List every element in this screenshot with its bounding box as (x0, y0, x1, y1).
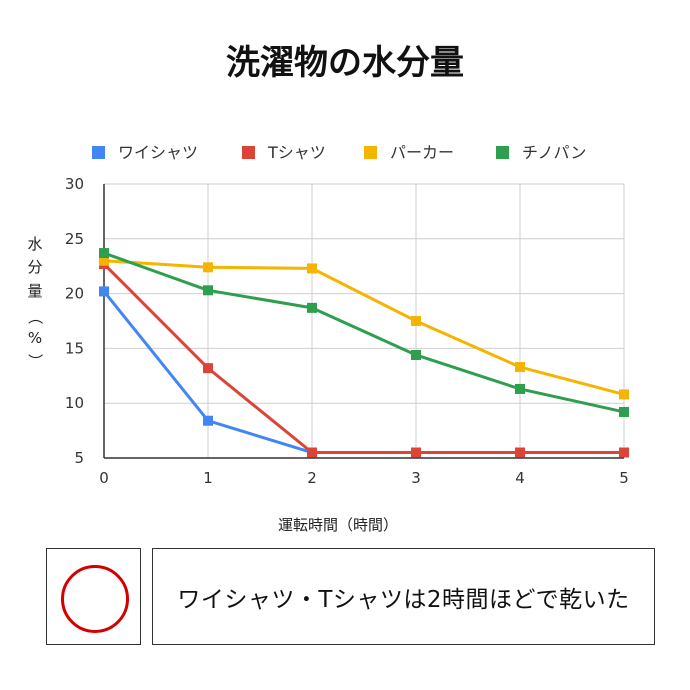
y-axis-label-char: （ (26, 309, 44, 324)
x-tick-label: 4 (515, 469, 525, 487)
y-axis-label-char: 分 (27, 258, 42, 276)
y-tick-label: 20 (65, 285, 84, 303)
y-tick-label: 10 (65, 394, 84, 412)
result-mark-box (46, 548, 141, 645)
data-point (515, 362, 525, 373)
legend-swatch (92, 146, 105, 159)
data-point (99, 255, 109, 266)
y-axis-label-char: 水 (27, 235, 42, 253)
x-tick-label: 0 (99, 469, 109, 487)
result-note-box: ワイシャツ・Tシャツは2時間ほどで乾いた (152, 548, 655, 645)
legend: ワイシャツ Tシャツ パーカー チノパン (92, 143, 586, 162)
data-point (203, 262, 213, 273)
legend-label: チノパン (522, 143, 586, 162)
data-point (515, 383, 525, 394)
legend-swatch (364, 146, 377, 159)
legend-label: ワイシャツ (118, 143, 198, 162)
legend-swatch (496, 146, 509, 159)
series-line (103, 251, 625, 414)
legend-swatch (242, 146, 255, 159)
x-tick-label: 1 (203, 469, 213, 487)
series-line (102, 262, 624, 455)
data-point (411, 316, 421, 326)
result-note: ワイシャツ・Tシャツは2時間ほどで乾いた (177, 586, 630, 613)
data-point (307, 447, 317, 458)
data-point (307, 263, 317, 274)
x-tick-label: 3 (411, 469, 421, 487)
y-axis-label-char: 量 (27, 282, 42, 300)
data-point (515, 447, 525, 458)
y-axis-label-char: ） (26, 353, 44, 368)
y-tick-label: 30 (65, 175, 84, 193)
circle-mark-icon (61, 565, 129, 633)
data-point (203, 415, 213, 426)
x-axis-label: 運転時間（時間） (278, 516, 398, 534)
x-tick-label: 2 (307, 469, 317, 487)
series-line (103, 259, 625, 396)
series-group (99, 248, 629, 458)
x-axis-ticks: 0 1 2 3 4 5 (99, 469, 629, 487)
legend-label: パーカー (390, 143, 454, 162)
data-point (203, 285, 213, 296)
grid (103, 183, 625, 459)
y-tick-label: 5 (74, 449, 84, 467)
data-point (619, 406, 629, 417)
data-point (99, 248, 109, 259)
y-axis-label-char: % (28, 329, 42, 347)
legend-label: Tシャツ (267, 143, 326, 162)
y-tick-label: 25 (65, 230, 84, 248)
data-point (619, 389, 629, 400)
data-point (203, 363, 213, 374)
data-point (619, 447, 629, 458)
y-axis-ticks: 5 10 15 20 25 30 (65, 175, 84, 467)
x-tick-label: 5 (619, 469, 629, 487)
y-axis-label: 水分量 （% ） (26, 235, 44, 369)
chart-title: 洗濯物の水分量 (226, 43, 464, 83)
y-tick-label: 15 (65, 339, 84, 357)
data-point (411, 447, 421, 458)
data-point (99, 286, 109, 297)
data-point (307, 302, 317, 313)
data-point (411, 349, 421, 360)
